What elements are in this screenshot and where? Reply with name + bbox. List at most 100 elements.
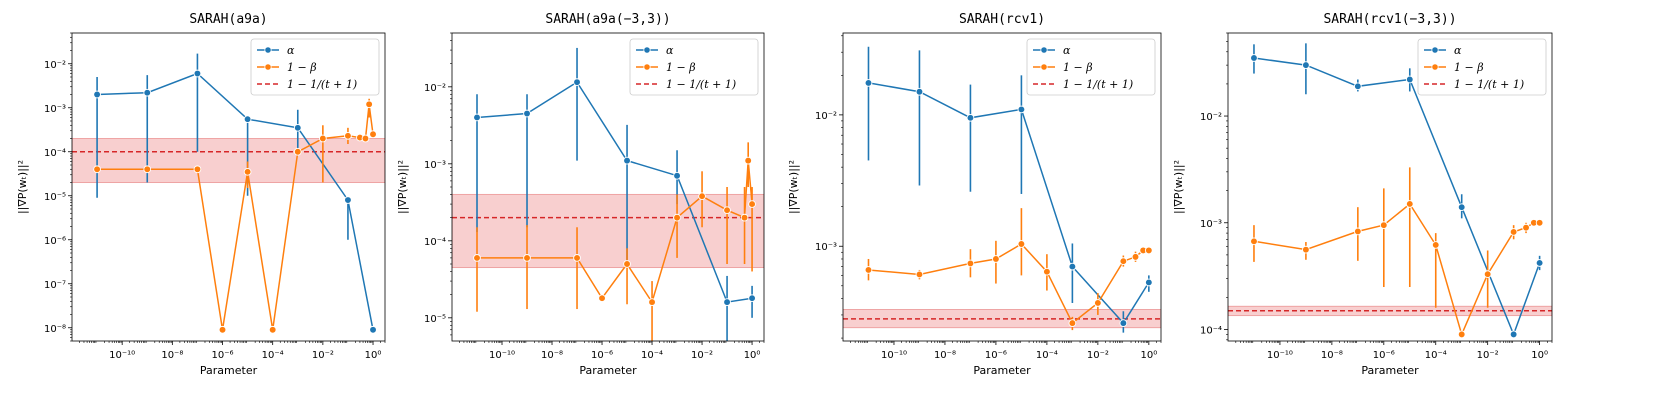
data-point <box>1144 278 1153 287</box>
x-tick-label: 10⁻² <box>1477 350 1499 361</box>
legend-entry-beta: 1 − β <box>1424 61 1484 74</box>
data-point <box>365 100 373 109</box>
data-point <box>243 115 252 124</box>
data-point <box>1483 270 1492 278</box>
data-point <box>740 213 749 222</box>
legend-label: 1 − β <box>1454 61 1484 74</box>
series-alpha <box>864 46 1153 333</box>
x-axis-label: Parameter <box>973 364 1031 377</box>
x-tick-label: 10⁻⁶ <box>591 350 613 361</box>
data-point <box>1068 319 1077 327</box>
data-point <box>1522 223 1530 232</box>
data-point <box>93 165 101 174</box>
data-point <box>1017 105 1026 114</box>
x-tick-label: 10⁻¹⁰ <box>881 350 907 361</box>
data-point <box>143 165 152 174</box>
data-point <box>648 298 656 306</box>
data-point <box>1457 203 1466 212</box>
chart-panel-1: 10⁻¹⁰ 10⁻⁸ 10⁻⁶ 10⁻⁴ 10⁻² 10⁰ 10⁻⁸ 10⁻⁷ 10⁻⁶ 10⁻⁵… <box>16 12 386 377</box>
x-tick-label: 10⁻² <box>312 350 334 361</box>
reference-band <box>452 193 764 269</box>
data-point <box>1431 241 1440 249</box>
legend-box <box>1417 38 1547 96</box>
legend-marker <box>264 63 272 71</box>
chart-panel-2: 10⁻¹⁰ 10⁻⁸ 10⁻⁶ 10⁻⁴ 10⁻² 10⁰ 10⁻⁵ 10⁻⁴ 10⁻³ 10⁻²… <box>396 12 765 377</box>
y-tick-label: 10⁻³ <box>815 242 837 253</box>
legend-label: α <box>1063 44 1071 57</box>
x-tick-label: 10⁰ <box>744 350 761 361</box>
series-alpha <box>473 47 756 341</box>
series-alpha <box>1250 43 1544 339</box>
x-tick-label: 10⁻² <box>691 350 713 361</box>
data-point <box>293 123 302 132</box>
x-tick-label: 10⁻⁸ <box>1321 350 1343 361</box>
data-point <box>698 192 706 201</box>
data-point <box>193 165 202 174</box>
chart-title: SARAH(rcv1) <box>959 12 1045 27</box>
data-point <box>723 206 731 215</box>
legend-entry-beta: 1 − β <box>257 61 317 74</box>
x-axis-label: Parameter <box>579 364 637 377</box>
legend: α 1 − β 1 − 1/(t + 1) <box>1417 38 1547 96</box>
legend: α 1 − β 1 − 1/(t + 1) <box>1026 38 1156 96</box>
series-beta <box>93 98 377 334</box>
y-tick-label: 10⁻⁶ <box>44 236 66 247</box>
y-tick-label: 10⁻⁷ <box>44 280 66 291</box>
data-point <box>193 69 202 78</box>
x-tick-label: 10⁻² <box>1087 350 1109 361</box>
legend-marker <box>264 46 272 54</box>
data-point <box>1535 259 1544 267</box>
data-point <box>1302 61 1310 69</box>
legend-marker <box>1431 63 1439 71</box>
x-tick-label: 10⁻⁴ <box>641 350 663 361</box>
x-tick-label: 10⁻¹⁰ <box>109 350 135 361</box>
data-point <box>1535 218 1544 227</box>
legend-entry-beta: 1 − β <box>636 61 696 74</box>
y-axis-label: ||∇P(wₜ)||² <box>16 160 29 214</box>
x-tick-label: 10⁰ <box>365 350 382 361</box>
chart-title: SARAH(a9a(−3,3)) <box>545 12 670 27</box>
data-point <box>1353 82 1362 91</box>
y-tick-label: 10⁻³ <box>424 160 446 171</box>
legend-entry-alpha: α <box>257 44 295 57</box>
x-tick-label: 10⁻⁸ <box>934 350 956 361</box>
data-point <box>523 254 531 262</box>
x-axis-label: Parameter <box>1361 364 1419 377</box>
data-point <box>369 130 377 139</box>
legend-label: 1 − β <box>1063 61 1093 74</box>
legend-marker <box>1040 46 1048 54</box>
series-line <box>1253 57 1541 337</box>
x-tick-label: 10⁻¹⁰ <box>1267 350 1293 361</box>
data-point <box>293 147 302 156</box>
x-tick-label: 10⁻⁶ <box>1373 350 1395 361</box>
legend-label: 1 − β <box>666 61 696 74</box>
data-point <box>915 87 924 96</box>
axes-frame <box>1227 32 1553 342</box>
legend-entry-ref: 1 − 1/(t + 1) <box>636 78 736 91</box>
data-point <box>1509 330 1518 339</box>
series-line <box>97 72 374 330</box>
data-point <box>673 213 681 222</box>
legend-box <box>1026 38 1156 96</box>
chart-title: SARAH(rcv1(−3,3)) <box>1323 12 1456 27</box>
data-point <box>1144 246 1153 255</box>
data-point <box>1068 262 1077 271</box>
y-tick-label: 10⁻³ <box>44 104 66 115</box>
data-point <box>1509 228 1518 236</box>
series-line <box>477 160 753 304</box>
legend-label: α <box>1454 44 1462 57</box>
data-point <box>1405 200 1414 208</box>
data-point <box>966 113 975 122</box>
reference-band <box>72 138 385 184</box>
data-point <box>143 88 152 97</box>
y-tick-label: 10⁻² <box>44 60 66 71</box>
legend: α 1 − β 1 − 1/(t + 1) <box>629 38 759 96</box>
series-alpha <box>93 53 377 334</box>
data-point <box>573 254 581 262</box>
legend-label: 1 − 1/(t + 1) <box>666 78 736 91</box>
data-point <box>966 259 975 268</box>
series-line <box>476 81 753 303</box>
plot-area <box>1228 43 1552 339</box>
data-point <box>268 325 277 334</box>
x-tick-label: 10⁻⁸ <box>161 350 183 361</box>
